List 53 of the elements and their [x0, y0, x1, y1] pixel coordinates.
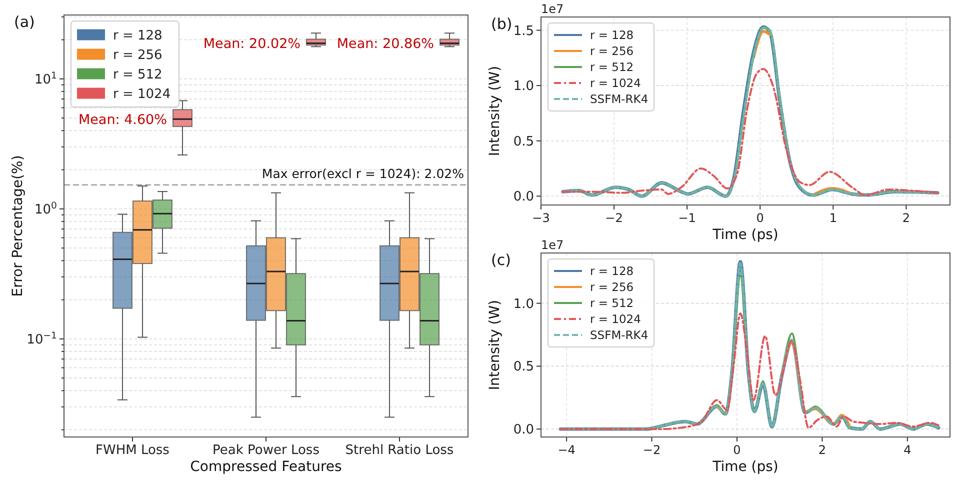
- legend-label: SSFM-RK4: [590, 328, 648, 342]
- legend-label: r = 128: [590, 264, 634, 278]
- y-axis-title: Intensity (W): [487, 66, 503, 156]
- x-tick-label: −2: [642, 443, 661, 457]
- x-axis-title: Time (ps): [712, 227, 778, 243]
- y-tick-label: 0.5: [513, 134, 534, 150]
- x-tick-label: 4: [904, 443, 912, 457]
- x-tick-label: −4: [558, 443, 576, 457]
- x-tick-label: Strehl Ratio Loss: [345, 443, 454, 458]
- legend-label: r = 256: [590, 280, 634, 294]
- y-axis-title: Intensity (W): [487, 300, 503, 390]
- text: 1e7: [541, 238, 564, 252]
- x-tick-label: FWHM Loss: [96, 443, 170, 458]
- legend-label: r = 512: [113, 67, 162, 82]
- annotation: Mean: 20.86%: [336, 36, 434, 52]
- y-tick-label: 0.5: [513, 360, 534, 375]
- legend-label: r = 256: [113, 48, 162, 63]
- legend-label: r = 512: [590, 296, 634, 310]
- legend-label: r = 128: [590, 28, 634, 42]
- y-tick-label: 10$^{−1}$: [26, 330, 58, 348]
- legend-label: r = 128: [113, 28, 162, 44]
- y-tick-label: 1.5: [513, 24, 534, 39]
- x-tick-label: 2: [818, 443, 826, 457]
- x-axis-title: Time (ps): [712, 459, 778, 475]
- y-axis-title: Error Percentage(%): [10, 155, 26, 297]
- y-tick-label: 10$^{1}$: [34, 70, 58, 88]
- annotation: Mean: 4.60%: [78, 112, 168, 128]
- legend-label: r = 256: [590, 44, 634, 58]
- text: 1e7: [541, 2, 564, 16]
- x-tick-label: −2: [605, 211, 623, 225]
- legend-label: r = 1024: [590, 312, 641, 326]
- legend-label: SSFM-RK4: [590, 92, 648, 106]
- y-tick-label: 10$^{0}$: [34, 200, 58, 218]
- x-tick-label: Peak Power Loss: [212, 443, 320, 458]
- chart-title: (c): [491, 251, 511, 269]
- x-tick-label: 0: [756, 211, 764, 225]
- x-tick-label: 0: [733, 443, 741, 457]
- x-tick-label: −1: [678, 211, 696, 225]
- x-tick-label: 1: [829, 211, 837, 225]
- legend-label: r = 1024: [113, 86, 171, 102]
- x-axis-title: Compressed Features: [190, 459, 342, 475]
- x-tick-label: 2: [902, 211, 910, 225]
- y-tick-label: 1.0: [513, 79, 534, 94]
- chart-title: (a): [14, 13, 35, 31]
- legend-label: r = 512: [590, 60, 634, 74]
- y-tick-label: 0.0: [513, 422, 534, 438]
- legend-label: r = 1024: [590, 76, 641, 90]
- annotation: Max error(excl r = 1024): 2.02%: [262, 166, 464, 181]
- annotation: Mean: 20.02%: [203, 36, 301, 52]
- y-tick-label: 1.0: [513, 296, 534, 312]
- y-tick-label: 0.0: [513, 190, 534, 205]
- chart-title: (b): [491, 15, 512, 33]
- x-tick-label: −3: [532, 211, 550, 225]
